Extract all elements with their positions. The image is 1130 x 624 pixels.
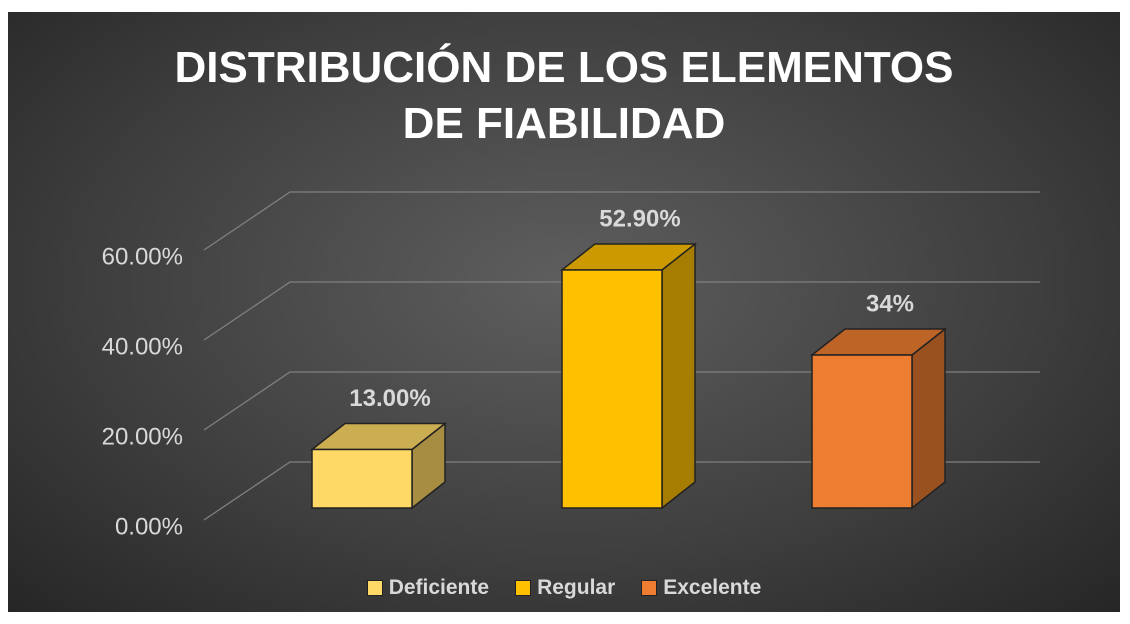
plot: 0.00% 20.00% 40.00% 60.00% 13.00% 52.90% 34% <box>102 191 1040 540</box>
chart-title: DISTRIBUCIÓN DE LOS ELEMENTOS DE FIABILI… <box>174 43 954 148</box>
legend-swatch <box>515 580 532 596</box>
bar-side <box>911 327 946 510</box>
grid-line <box>203 281 1040 341</box>
grid-line <box>203 191 1040 251</box>
legend-item: Deficiente <box>366 576 490 600</box>
bar <box>811 354 913 509</box>
y-tick-label: 40.00% <box>102 333 183 360</box>
legend-label: Deficiente <box>388 576 490 599</box>
bar <box>311 448 413 509</box>
data-label: 13.00% <box>349 385 430 412</box>
data-label: 34% <box>866 290 914 317</box>
bar-side <box>661 242 696 510</box>
legend-swatch <box>641 580 658 596</box>
bar <box>561 269 663 509</box>
legend: Deficiente Regular Excelente <box>8 576 1120 600</box>
y-tick-label: 60.00% <box>102 243 183 270</box>
grid-line <box>203 371 1040 431</box>
y-tick-label: 0.00% <box>115 513 183 540</box>
chart: 0.00% 20.00% 40.00% 60.00% 13.00% 52.90% 34% D… <box>8 12 1120 612</box>
grid-line <box>203 461 1040 521</box>
legend-label: Regular <box>537 576 616 599</box>
legend-label: Excelente <box>663 576 762 599</box>
legend-item: Excelente <box>641 576 761 600</box>
legend-swatch <box>366 580 383 596</box>
y-tick-label: 20.00% <box>102 423 183 450</box>
legend-item: Regular <box>515 576 615 600</box>
data-label: 52.90% <box>599 205 680 232</box>
